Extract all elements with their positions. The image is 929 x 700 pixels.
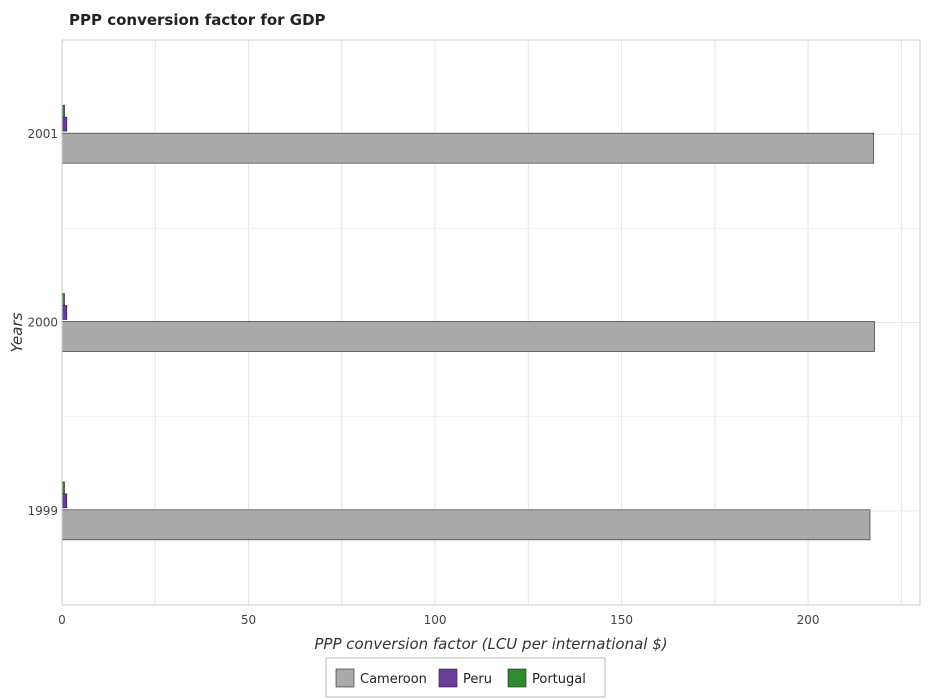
legend-label-peru: Peru (463, 672, 492, 687)
y-ticks: 1999 2000 2001 (27, 127, 58, 518)
bar-cameroon-2001 (61, 132, 875, 164)
bar-cameroon-1999 (61, 509, 871, 541)
bar-cameroon-2000 (61, 321, 875, 352)
legend-box (325, 657, 606, 698)
chart-title: PPP conversion factor for GDP (69, 11, 326, 29)
plot-frame (61, 39, 921, 606)
y-tick-label: 2001 (27, 127, 58, 141)
legend-swatch-peru (438, 668, 458, 688)
y-axis-label: Years (8, 312, 26, 352)
legend-swatch-cameroon (335, 668, 355, 688)
y-tick-label: 1999 (27, 504, 58, 518)
x-tick-label: 50 (241, 613, 256, 627)
legend-label-portugal: Portugal (532, 672, 586, 687)
x-tick-label: 100 (424, 613, 447, 627)
x-axis-label: PPP conversion factor (LCU per internati… (314, 635, 667, 653)
x-tick-label: 150 (610, 613, 633, 627)
legend-label-cameroon: Cameroon (360, 672, 427, 687)
x-tick-label: 0 (58, 613, 66, 627)
bar-peru-2001 (61, 116, 68, 132)
x-ticks: 0 50 100 150 200 (58, 613, 819, 627)
y-tick-label: 2000 (27, 316, 58, 330)
bar-peru-1999 (61, 493, 68, 509)
legend-swatch-portugal (507, 668, 527, 688)
bars (61, 104, 875, 541)
x-tick-label: 200 (797, 613, 820, 627)
legend: Cameroon Peru Portugal (325, 657, 606, 698)
bar-peru-2000 (61, 305, 68, 320)
